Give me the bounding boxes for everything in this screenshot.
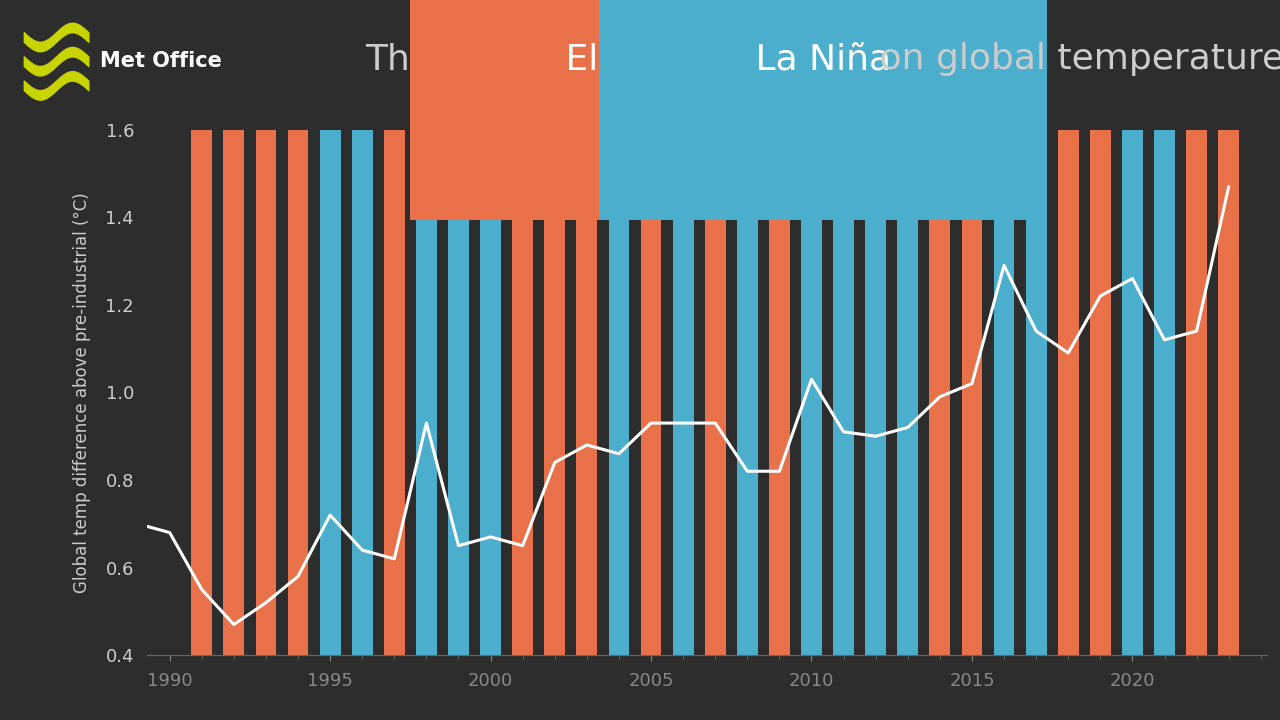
Bar	[256, 130, 276, 655]
Y-axis label: Global temp difference above pre-industrial (°C): Global temp difference above pre-industr…	[73, 192, 91, 593]
Bar	[929, 130, 950, 655]
Bar	[993, 130, 1015, 655]
Bar	[737, 130, 758, 655]
Bar	[320, 130, 340, 655]
Bar	[1123, 130, 1143, 655]
Bar	[608, 130, 630, 655]
Bar	[865, 130, 886, 655]
Text: on global temperature: on global temperature	[868, 42, 1280, 76]
Bar	[801, 130, 822, 655]
Bar	[640, 130, 662, 655]
Text: Met Office: Met Office	[100, 51, 221, 71]
Bar	[512, 130, 532, 655]
Bar	[416, 130, 436, 655]
Bar	[1089, 130, 1111, 655]
Bar	[352, 130, 372, 655]
Bar	[769, 130, 790, 655]
Bar	[1219, 130, 1239, 655]
Bar	[191, 130, 212, 655]
Bar	[224, 130, 244, 655]
Bar	[288, 130, 308, 655]
Text: El Niño: El Niño	[554, 42, 704, 76]
Bar	[576, 130, 598, 655]
Bar	[384, 130, 404, 655]
Bar	[1025, 130, 1047, 655]
Bar	[673, 130, 694, 655]
Bar	[705, 130, 726, 655]
Text: La Niña: La Niña	[744, 42, 902, 76]
Bar	[897, 130, 918, 655]
Text: The effect of: The effect of	[365, 42, 605, 76]
Bar	[961, 130, 982, 655]
Text: and: and	[673, 42, 764, 76]
Bar	[1155, 130, 1175, 655]
Bar	[1187, 130, 1207, 655]
Bar	[448, 130, 468, 655]
Bar	[833, 130, 854, 655]
Bar	[1057, 130, 1079, 655]
Bar	[480, 130, 500, 655]
Bar	[544, 130, 566, 655]
